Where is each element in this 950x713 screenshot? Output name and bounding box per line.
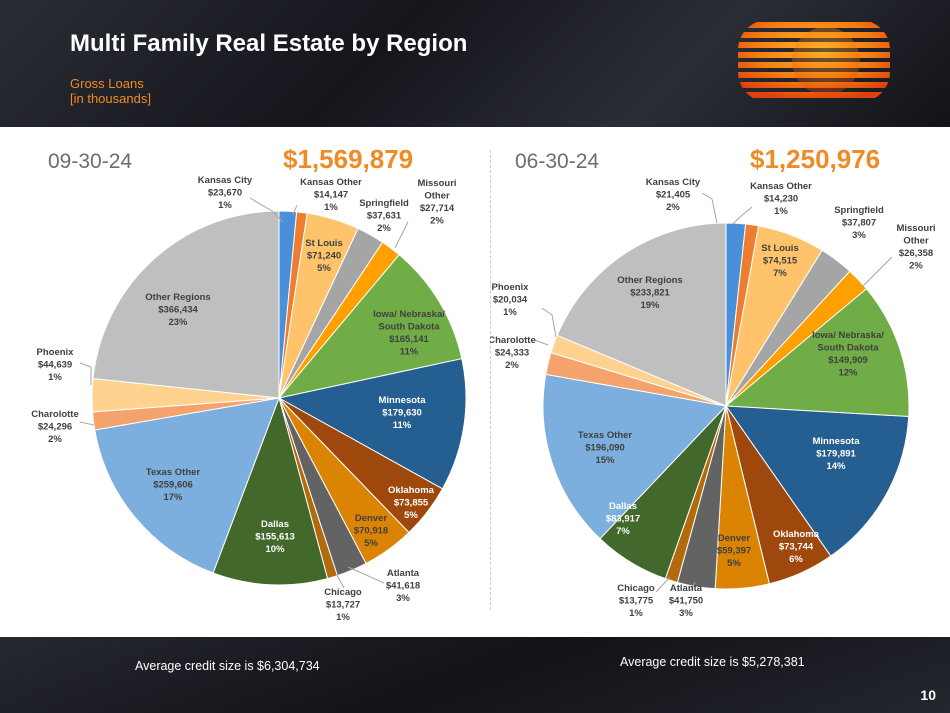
leader-line-kansas-city (249, 197, 284, 223)
data-labels: Kansas City $21,405 2% Kansas Other $14,230 1… (490, 177, 936, 619)
pie-slice-minnesota (277, 358, 467, 490)
data-label-kansas-city: Kansas City $21,405 2% (646, 177, 701, 213)
pie-slices (542, 222, 910, 590)
pie-slices (91, 210, 467, 586)
pie-slice-texas-other (94, 397, 280, 574)
slide-subtitle: Gross Loans [in thousands] (70, 76, 151, 106)
data-label-minnesota: Minnesota $179,630 11% (379, 395, 427, 431)
data-label-dallas: Dallas $83,917 7% (606, 501, 640, 537)
subtitle-line-2: [in thousands] (70, 91, 151, 106)
pie-slice-iowa-nebraska-south-dakota (277, 254, 463, 399)
subtitle-line-1: Gross Loans (70, 76, 144, 91)
pie-slice-dallas (212, 396, 329, 586)
leader-line-missouri-other (394, 221, 409, 249)
data-label-charolotte: Charolotte $24,333 2% (490, 335, 536, 371)
data-label-other-regions: Other Regions $233,821 19% (617, 275, 682, 311)
chart-divider (490, 150, 491, 610)
data-label-missouri-other: Missouri Other $27,714 2% (417, 178, 456, 227)
leader-lines (79, 197, 409, 589)
leader-line-chicago (336, 574, 345, 589)
pie-chart-06-30-24: Kansas City $21,405 2% Kansas Other $14,230 1… (490, 177, 936, 619)
pie-slice-minnesota (725, 405, 910, 557)
pie-chart-09-30-24: Kansas City $23,670 1% Kansas Other $14,147 1… (31, 175, 467, 623)
page-number: 10 (920, 687, 936, 703)
leader-line-atlanta (689, 581, 696, 592)
leader-line-phoenix (541, 307, 557, 338)
data-label-minnesota: Minnesota $179,891 14% (813, 436, 861, 472)
data-label-chicago: Chicago $13,775 1% (617, 583, 655, 619)
leader-line-phoenix (79, 362, 92, 385)
data-labels: Kansas City $23,670 1% Kansas Other $14,147 1… (31, 175, 456, 623)
pie-slice-other-regions (556, 222, 727, 407)
leader-line-charolotte (79, 421, 95, 426)
leader-line-charolotte (534, 339, 549, 346)
data-label-springfield: Springfield $37,631 2% (359, 198, 409, 234)
data-label-kansas-other: Kansas Other $14,230 1% (750, 181, 812, 217)
data-label-phoenix: Phoenix $20,034 1% (492, 282, 530, 318)
right-total: $1,250,976 (750, 144, 881, 174)
data-label-charolotte: Charolotte $24,296 2% (31, 409, 79, 445)
leader-line-missouri-other (861, 256, 893, 288)
data-label-denver: Denver $70,918 5% (354, 513, 388, 549)
pie-slice-texas-other (542, 373, 728, 540)
leader-line-kansas-city (701, 192, 718, 224)
data-label-springfield: Springfield $37,807 3% (834, 205, 884, 241)
data-label-texas-other: Texas Other $259,606 17% (146, 467, 201, 503)
data-label-oklahoma: Oklahoma $73,744 6% (773, 529, 820, 565)
data-label-oklahoma: Oklahoma $73,855 5% (388, 485, 435, 521)
data-label-other-regions: Other Regions $366,434 23% (145, 292, 210, 328)
data-label-dallas: Dallas $155,613 10% (255, 519, 295, 555)
leader-line-kansas-other (292, 204, 298, 216)
left-total: $1,569,879 (283, 144, 414, 174)
data-label-chicago: Chicago $13,727 1% (324, 587, 362, 623)
leader-lines (534, 192, 893, 593)
data-label-atlanta: Atlanta $41,750 3% (669, 583, 703, 619)
leader-line-kansas-other (732, 206, 753, 225)
data-label-denver: Denver $59,397 5% (717, 533, 751, 569)
leader-line-chicago (655, 576, 671, 593)
data-label-iowa-nebraska-south-dakota: Iowa/ Nebraska/South Dakota $149,909 12% (812, 330, 884, 379)
data-label-st-louis: St Louis $74,515 7% (761, 243, 798, 279)
slide-title: Multi Family Real Estate by Region (70, 30, 468, 57)
leader-line-atlanta (347, 566, 385, 584)
sun-logo-icon (738, 22, 890, 98)
right-date-label: 06-30-24 (515, 150, 600, 173)
data-label-kansas-other: Kansas Other $14,147 1% (300, 177, 362, 213)
data-label-kansas-city: Kansas City $23,670 1% (198, 175, 253, 211)
right-average-credit: Average credit size is $5,278,381 (620, 655, 805, 669)
data-label-phoenix: Phoenix $44,639 1% (37, 347, 75, 383)
data-label-iowa-nebraska-south-dakota: Iowa/ Nebraska/South Dakota $165,141 11% (373, 309, 445, 358)
left-date-label: 09-30-24 (48, 150, 133, 173)
pie-slice-other-regions (92, 210, 280, 399)
data-label-missouri-other: Missouri Other $26,358 2% (896, 223, 935, 272)
pie-slice-iowa-nebraska-south-dakota (724, 288, 910, 418)
data-label-atlanta: Atlanta $41,618 3% (386, 568, 420, 604)
data-label-texas-other: Texas Other $196,090 15% (578, 430, 633, 466)
footer-background (0, 637, 950, 713)
left-average-credit: Average credit size is $6,304,734 (135, 659, 320, 673)
data-label-st-louis: St Louis $71,240 5% (305, 238, 342, 274)
